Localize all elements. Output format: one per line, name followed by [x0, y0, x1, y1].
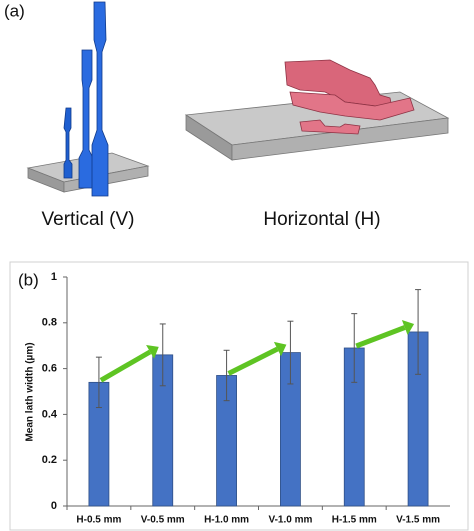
x-tick-label: H-1.5 mm: [332, 515, 377, 526]
panel-label: (a): [4, 1, 25, 20]
horizontal-build: [184, 59, 450, 161]
vertical-build: [26, 1, 150, 197]
specimen: [284, 59, 393, 109]
x-tick-label: V-0.5 mm: [141, 515, 185, 526]
y-tick-label: 0: [51, 500, 57, 512]
x-tick-label: H-1.0 mm: [204, 515, 249, 526]
build-plate-front: [231, 117, 449, 161]
specimen: [289, 91, 415, 121]
caption: Vertical (V): [42, 209, 135, 230]
trend-arrow-head: [273, 341, 287, 357]
trend-arrow: [99, 349, 152, 383]
specimen: [63, 107, 73, 179]
x-tick-label: V-1.5 mm: [396, 515, 440, 526]
y-axis-title: Mean lath width (µm): [25, 342, 36, 441]
x-tick-label: V-1.0 mm: [268, 515, 312, 526]
y-tick-label: 0.4: [42, 408, 58, 420]
y-tick-label: 0.2: [42, 454, 57, 466]
y-tick-label: 1: [51, 271, 57, 283]
y-tick-label: 0.8: [42, 317, 57, 329]
specimen: [91, 1, 109, 197]
trend-arrow-head: [401, 320, 415, 335]
y-tick-label: 0.6: [42, 363, 57, 375]
trend-arrow: [355, 325, 406, 349]
chart-frame: [9, 261, 469, 531]
trend-arrow: [227, 346, 279, 376]
specimen: [78, 49, 94, 189]
trend-arrow-head: [146, 344, 159, 359]
specimen: [299, 119, 361, 135]
panel-label: (b): [18, 270, 39, 289]
caption: Horizontal (H): [263, 209, 380, 230]
x-tick-label: H-0.5 mm: [76, 515, 121, 526]
